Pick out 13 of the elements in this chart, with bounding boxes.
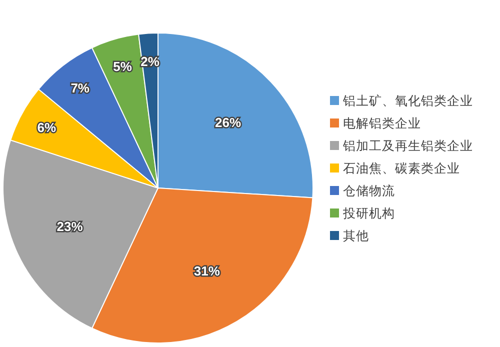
data-label: 23% bbox=[56, 219, 84, 234]
data-label: 31% bbox=[194, 264, 220, 279]
legend-label: 投研机构 bbox=[342, 206, 395, 220]
data-label: 5% bbox=[113, 58, 132, 74]
data-label: 7% bbox=[70, 80, 90, 96]
legend-label: 铝加工及再生铝类企业 bbox=[342, 138, 473, 153]
legend-label: 仓储物流 bbox=[343, 183, 395, 198]
data-label: 26% bbox=[215, 115, 242, 130]
legend-label: 铝土矿、氧化铝类企业 bbox=[342, 93, 473, 108]
legend-label: 石油焦、碳素类企业 bbox=[343, 160, 460, 176]
legend-label: 其他 bbox=[343, 228, 369, 243]
legend-label: 电解铝类企业 bbox=[343, 116, 421, 130]
data-label: 6% bbox=[37, 120, 56, 135]
